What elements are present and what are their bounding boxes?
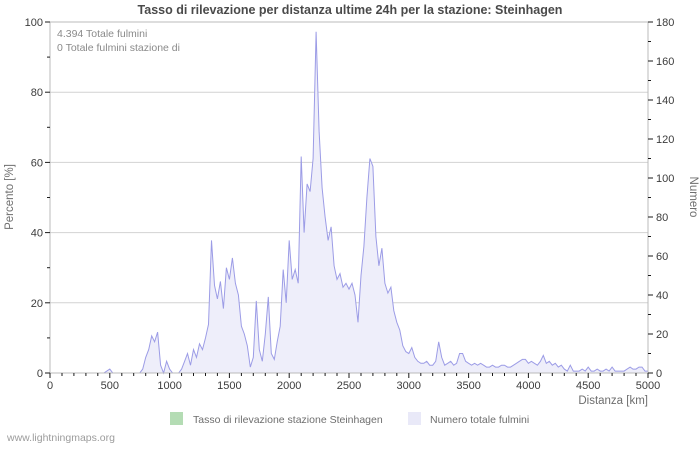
y-left-tick-label: 20 [31, 298, 43, 310]
y-left-tick-label: 40 [31, 228, 43, 240]
x-tick-label: 3000 [397, 380, 421, 392]
y-axis-left-title: Percento [%] [4, 164, 16, 230]
x-tick-label: 4000 [516, 380, 540, 392]
y-right-tick-label: 180 [656, 17, 674, 29]
watermark: www.lightningmaps.org [6, 432, 115, 444]
y-right-tick-label: 140 [656, 95, 674, 107]
legend-swatch-total-fulmini [408, 412, 421, 425]
legend-label-total-fulmini: Numero totale fulmini [430, 414, 529, 426]
x-tick-label: 0 [47, 380, 53, 392]
chart-title: Tasso di rilevazione per distanza ultime… [138, 3, 563, 17]
annotation-total-fulmini: 4.394 Totale fulmini [57, 28, 147, 40]
axis-ticks [45, 21, 653, 378]
y-right-tick-label: 20 [656, 329, 668, 341]
y-right-tick-label: 0 [656, 368, 662, 380]
gridlines [50, 91, 648, 304]
x-tick-label: 1000 [157, 380, 181, 392]
axis-tick-labels: 0 500 1000 1500 2000 2500 3000 3500 4000 4500 5000… [25, 17, 675, 392]
x-tick-label: 500 [101, 380, 119, 392]
y-left-tick-label: 80 [31, 87, 43, 99]
y-right-tick-label: 80 [656, 212, 668, 224]
y-right-tick-label: 100 [656, 173, 674, 185]
annotation-station-fulmini: 0 Totale fulmini stazione di [57, 42, 180, 54]
y-left-tick-label: 100 [25, 17, 43, 29]
x-tick-label: 3500 [456, 380, 480, 392]
total-fulmini-area [50, 31, 648, 374]
x-tick-label: 1500 [217, 380, 241, 392]
y-right-tick-label: 60 [656, 251, 668, 263]
x-tick-label: 2000 [277, 380, 301, 392]
x-tick-label: 5000 [636, 380, 660, 392]
y-right-tick-label: 120 [656, 134, 674, 146]
x-axis-title: Distanza [km] [578, 395, 648, 407]
legend-label-detection-rate: Tasso di rilevazione stazione Steinhagen [193, 414, 383, 426]
y-axis-right-title: Numero [687, 177, 699, 218]
total-fulmini-line [50, 31, 648, 375]
y-left-tick-label: 60 [31, 157, 43, 169]
legend-swatch-detection-rate [170, 412, 183, 425]
x-tick-label: 2500 [337, 380, 361, 392]
y-left-tick-label: 0 [37, 368, 43, 380]
y-right-tick-label: 160 [656, 56, 674, 68]
y-right-tick-label: 40 [656, 290, 668, 302]
x-tick-label: 4500 [576, 380, 600, 392]
series-area [50, 31, 648, 375]
legend: Tasso di rilevazione stazione Steinhagen… [170, 412, 529, 426]
